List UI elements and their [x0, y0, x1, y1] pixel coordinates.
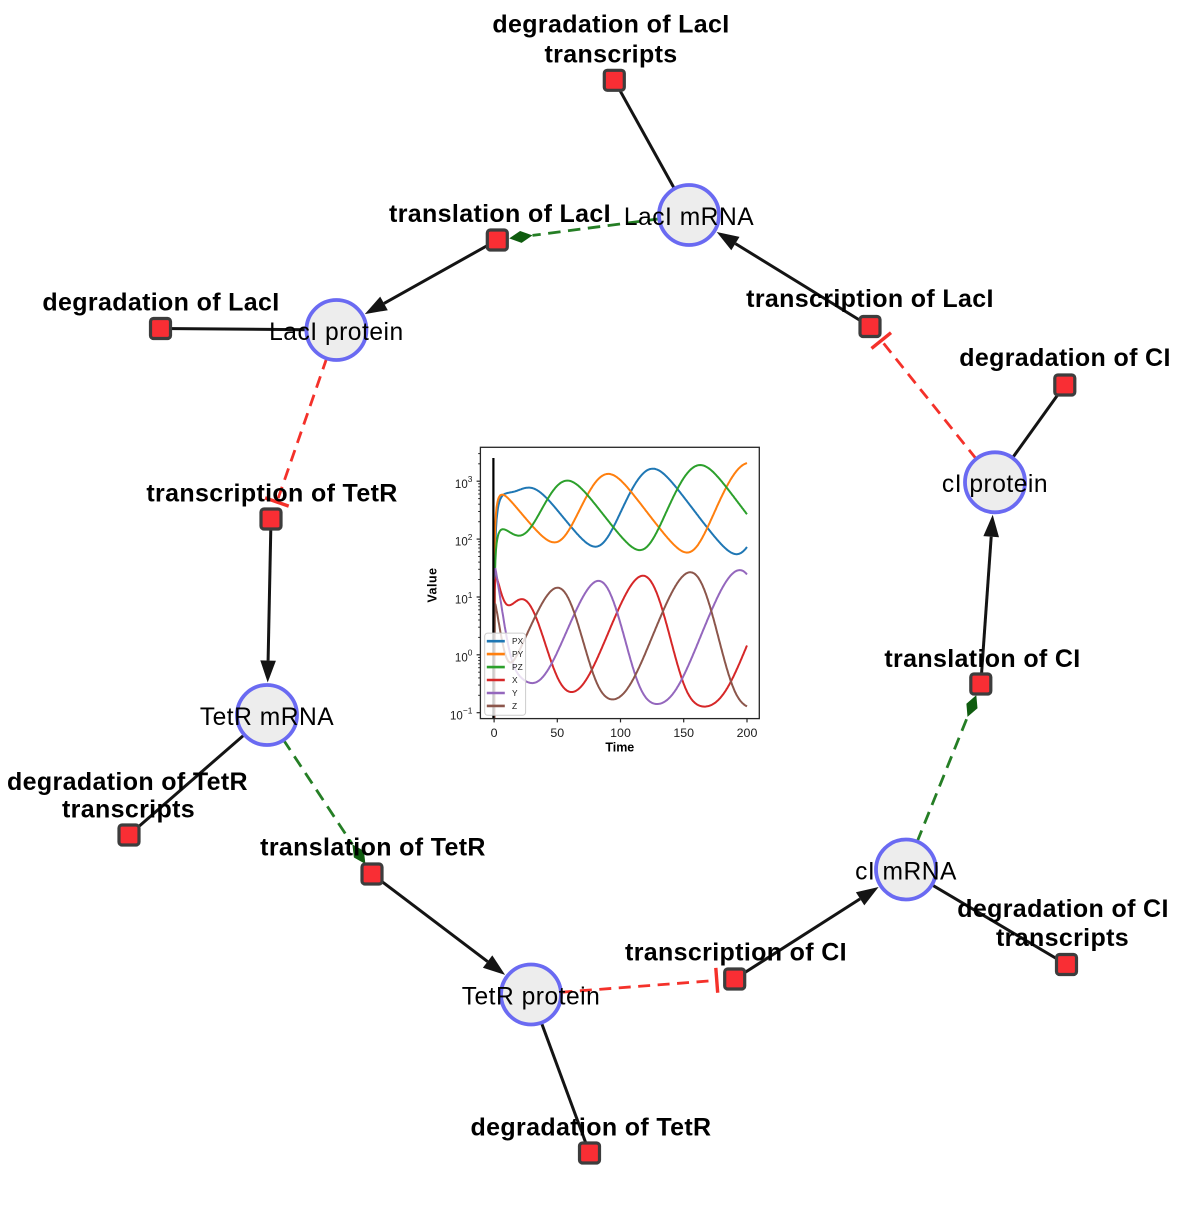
svg-text:50: 50 [550, 726, 564, 740]
svg-text:0: 0 [491, 726, 498, 740]
svg-text:Time: Time [605, 741, 634, 755]
svg-text:translation of LacI: translation of LacI [389, 200, 611, 228]
svg-text:TetR mRNA: TetR mRNA [200, 704, 334, 731]
svg-text:cI protein: cI protein [942, 471, 1048, 498]
svg-text:transcripts: transcripts [62, 796, 195, 824]
svg-text:LacI protein: LacI protein [269, 319, 404, 346]
svg-text:degradation of TetR: degradation of TetR [7, 768, 248, 796]
svg-text:transcription of LacI: transcription of LacI [746, 285, 994, 313]
svg-text:degradation of LacI: degradation of LacI [492, 11, 729, 39]
svg-text:transcripts: transcripts [996, 924, 1129, 952]
svg-text:degradation of LacI: degradation of LacI [42, 289, 279, 317]
svg-text:200: 200 [737, 726, 758, 740]
svg-text:transcripts: transcripts [544, 41, 677, 69]
svg-text:transcription of TetR: transcription of TetR [146, 480, 397, 508]
svg-text:cI mRNA: cI mRNA [855, 858, 957, 885]
svg-text:TetR protein: TetR protein [462, 983, 601, 1010]
svg-text:Value: Value [426, 567, 440, 602]
svg-text:Y: Y [512, 688, 518, 698]
svg-text:Z: Z [512, 701, 517, 711]
svg-text:degradation of TetR: degradation of TetR [471, 1114, 712, 1142]
svg-text:PY: PY [512, 649, 524, 659]
svg-text:X: X [512, 675, 518, 685]
svg-text:LacI mRNA: LacI mRNA [624, 204, 754, 231]
svg-text:PX: PX [512, 636, 524, 646]
svg-text:degradation of CI: degradation of CI [957, 895, 1169, 923]
svg-text:transcription of CI: transcription of CI [625, 939, 847, 967]
svg-text:PZ: PZ [512, 662, 523, 672]
svg-text:degradation of CI: degradation of CI [959, 344, 1171, 372]
svg-text:translation of TetR: translation of TetR [260, 834, 486, 862]
svg-text:100: 100 [610, 726, 631, 740]
svg-text:150: 150 [673, 726, 694, 740]
svg-text:translation of CI: translation of CI [884, 645, 1080, 673]
